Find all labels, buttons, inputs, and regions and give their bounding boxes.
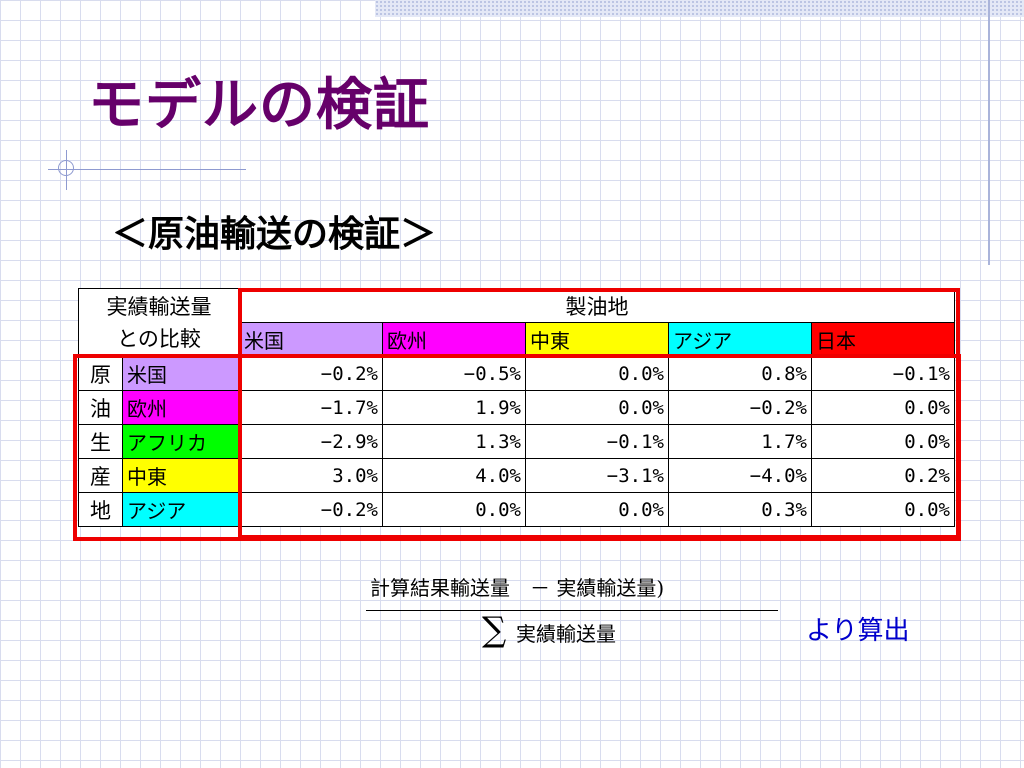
table-row: 油欧州 −1.7% 1.9% 0.0% −0.2% 0.0% xyxy=(78,390,955,425)
value-cell: −4.0% xyxy=(668,458,812,493)
value-cell: 0.0% xyxy=(811,492,955,527)
value-cell: 1.7% xyxy=(668,424,812,459)
value-cell: 0.0% xyxy=(525,356,669,391)
destination-header: 米国 xyxy=(239,322,383,357)
top-decorative-band xyxy=(375,0,1024,17)
origin-vertical-char: 原 xyxy=(78,356,123,391)
origin-label: 中東 xyxy=(122,458,240,493)
sigma-symbol: ∑ xyxy=(482,610,507,650)
decorative-horizontal-line xyxy=(48,169,246,170)
table-row: 地アジア −0.2% 0.0% 0.0% 0.3% 0.0% xyxy=(78,492,955,527)
corner-line-2: との比較 xyxy=(117,326,201,351)
value-cell: 0.3% xyxy=(668,492,812,527)
decorative-ring xyxy=(58,160,74,176)
origin-vertical-char: 油 xyxy=(78,390,123,425)
value-cell: 0.0% xyxy=(525,492,669,527)
value-cell: 0.0% xyxy=(382,492,526,527)
value-cell: −3.1% xyxy=(525,458,669,493)
value-cell: 0.0% xyxy=(811,424,955,459)
value-cell: 0.8% xyxy=(668,356,812,391)
destination-header-row: 米国 欧州 中東 アジア 日本 xyxy=(79,322,955,357)
formula-denominator: 実績輸送量 xyxy=(516,622,616,646)
fraction-line xyxy=(366,610,778,611)
origin-vertical-char: 地 xyxy=(78,492,123,527)
value-cell: 4.0% xyxy=(382,458,526,493)
value-cell: −0.2% xyxy=(239,492,383,527)
value-cell: 0.0% xyxy=(525,390,669,425)
value-cell: −0.2% xyxy=(239,356,383,391)
value-cell: −0.1% xyxy=(811,356,955,391)
value-cell: −2.9% xyxy=(239,424,383,459)
slide-subtitle: ＜原油輸送の検証＞ xyxy=(112,214,437,255)
decorative-vertical-line xyxy=(988,0,990,265)
table-header-row: 実績輸送量 との比較 製油地 xyxy=(78,288,955,357)
origin-label: 欧州 xyxy=(122,390,240,425)
value-cell: −0.2% xyxy=(668,390,812,425)
origin-label: 米国 xyxy=(122,356,240,391)
value-cell: 1.3% xyxy=(382,424,526,459)
table-row: 産中東 3.0% 4.0% −3.1% −4.0% 0.2% xyxy=(78,458,955,493)
formula: 計算結果輸送量 － 実績輸送量) ∑ 実績輸送量 xyxy=(360,572,780,652)
formula-numerator: 計算結果輸送量 － 実績輸送量) xyxy=(370,576,665,600)
corner-line-1: 実績輸送量 xyxy=(106,294,212,319)
table-row: 原米国 −0.2% −0.5% 0.0% 0.8% −0.1% xyxy=(78,356,955,391)
slide-title: モデルの検証 xyxy=(88,73,430,138)
value-cell: −0.5% xyxy=(382,356,526,391)
value-cell: 1.9% xyxy=(382,390,526,425)
value-cell: −1.7% xyxy=(239,390,383,425)
origin-label: アジア xyxy=(122,492,240,527)
transport-comparison-table: 実績輸送量 との比較 製油地 米国 欧州 中東 アジア 日本 原米国 −0.2% −0.5%… xyxy=(78,288,955,527)
refinery-header: 製油地 xyxy=(239,288,955,323)
table-body: 原米国 −0.2% −0.5% 0.0% 0.8% −0.1% 油欧州 −1.7% 1.9% 0.… xyxy=(78,356,955,527)
origin-vertical-char: 産 xyxy=(78,458,123,493)
value-cell: 0.2% xyxy=(811,458,955,493)
origin-vertical-char: 生 xyxy=(78,424,123,459)
origin-label: アフリカ xyxy=(122,424,240,459)
destination-header: 欧州 xyxy=(382,322,526,357)
destination-header: アジア xyxy=(668,322,812,357)
destination-header: 日本 xyxy=(811,322,955,357)
value-cell: 3.0% xyxy=(239,458,383,493)
table-row: 生アフリカ −2.9% 1.3% −0.1% 1.7% 0.0% xyxy=(78,424,955,459)
destination-header: 中東 xyxy=(525,322,669,357)
value-cell: 0.0% xyxy=(811,390,955,425)
table-corner-cell: 実績輸送量 との比較 xyxy=(78,288,240,357)
derivation-note: より算出 xyxy=(806,616,910,646)
value-cell: −0.1% xyxy=(525,424,669,459)
